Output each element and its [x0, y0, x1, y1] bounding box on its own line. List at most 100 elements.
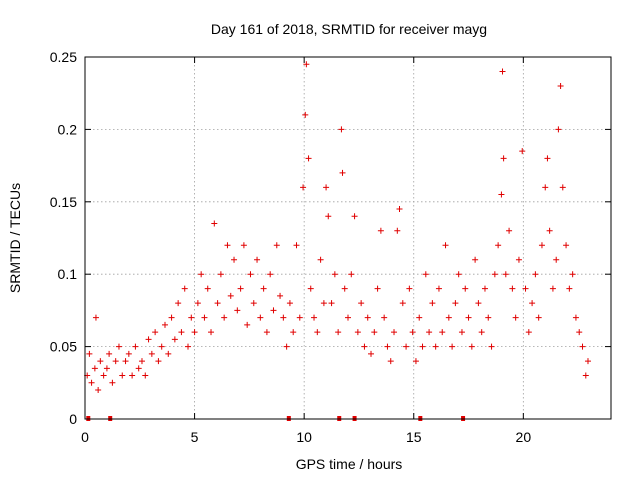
data-point [361, 343, 368, 350]
data-point [91, 365, 98, 372]
data-point [394, 227, 401, 234]
data-point [303, 61, 310, 68]
data-point [515, 256, 522, 263]
data-point [194, 300, 201, 307]
y-tick-labels: 0 0.05 0.1 0.15 0.2 0.25 [50, 49, 77, 427]
data-point [267, 271, 274, 278]
data-point [576, 329, 583, 336]
data-point [449, 343, 456, 350]
data-point [175, 300, 182, 307]
data-point [119, 372, 126, 379]
data-point [399, 300, 406, 307]
data-point [512, 314, 519, 321]
x-tick-label: 0 [81, 429, 89, 445]
data-point [191, 329, 198, 336]
data-point [495, 242, 502, 249]
data-point [569, 271, 576, 278]
x-tick-label: 5 [191, 429, 199, 445]
data-point [488, 343, 495, 350]
data-point [211, 220, 218, 227]
data-point [452, 300, 459, 307]
data-point [432, 343, 439, 350]
data-point [377, 227, 384, 234]
data-point [263, 329, 270, 336]
data-point [270, 307, 277, 314]
data-point [396, 206, 403, 213]
data-point [538, 242, 545, 249]
data-point [103, 365, 110, 372]
data-point [468, 343, 475, 350]
data-point [185, 343, 192, 350]
data-point [391, 329, 398, 336]
data-point [217, 271, 224, 278]
data-point [549, 285, 556, 292]
y-tick-label: 0.2 [58, 121, 78, 137]
data-point [257, 314, 264, 321]
data-point [317, 256, 324, 263]
data-point [188, 314, 195, 321]
x-axis-label: GPS time / hours [296, 456, 403, 472]
data-point [260, 285, 267, 292]
data-point [338, 126, 345, 133]
data-point [529, 300, 536, 307]
data-point [314, 329, 321, 336]
data-point [465, 314, 472, 321]
data-point [254, 256, 261, 263]
data-point [307, 285, 314, 292]
data-point [300, 184, 307, 191]
data-point [364, 314, 371, 321]
data-point [498, 191, 505, 198]
data-point [445, 314, 452, 321]
data-point [320, 300, 327, 307]
data-point [553, 256, 560, 263]
data-point [439, 329, 446, 336]
data-point [158, 343, 165, 350]
axis-ticks [84, 56, 611, 420]
data-point [542, 184, 549, 191]
data-point [129, 372, 136, 379]
data-point [406, 285, 413, 292]
data-point [522, 285, 529, 292]
data-point [331, 271, 338, 278]
data-point [181, 285, 188, 292]
data-point [231, 256, 238, 263]
data-point [221, 314, 228, 321]
data-point [142, 372, 149, 379]
y-tick-label: 0.1 [58, 266, 78, 282]
y-axis-label: SRMTID / TECUs [7, 183, 23, 293]
data-point [204, 285, 211, 292]
data-point [293, 242, 300, 249]
data-point [125, 350, 132, 357]
data-point [178, 329, 185, 336]
data-point [525, 329, 532, 336]
data-point [485, 314, 492, 321]
data-point [403, 343, 410, 350]
data-point [546, 227, 553, 234]
data-point [384, 343, 391, 350]
data-point [323, 184, 330, 191]
data-point [572, 314, 579, 321]
data-point [132, 343, 139, 350]
x-tick-labels: 0 5 10 15 20 [81, 429, 531, 445]
data-point [244, 321, 251, 328]
data-point [92, 314, 99, 321]
data-point [462, 285, 469, 292]
data-point [435, 285, 442, 292]
data-point [519, 148, 526, 155]
y-tick-label: 0.15 [50, 194, 77, 210]
data-point [491, 271, 498, 278]
data-point [250, 300, 257, 307]
data-point [109, 379, 116, 386]
data-point [339, 169, 346, 176]
data-point [416, 314, 423, 321]
grid-lines [85, 57, 611, 419]
data-point [138, 358, 145, 365]
data-point [247, 271, 254, 278]
data-point [165, 350, 172, 357]
x-tick-label: 20 [516, 429, 532, 445]
data-point [422, 271, 429, 278]
y-tick-label: 0 [69, 411, 77, 427]
data-point [122, 358, 129, 365]
data-point [95, 387, 102, 394]
